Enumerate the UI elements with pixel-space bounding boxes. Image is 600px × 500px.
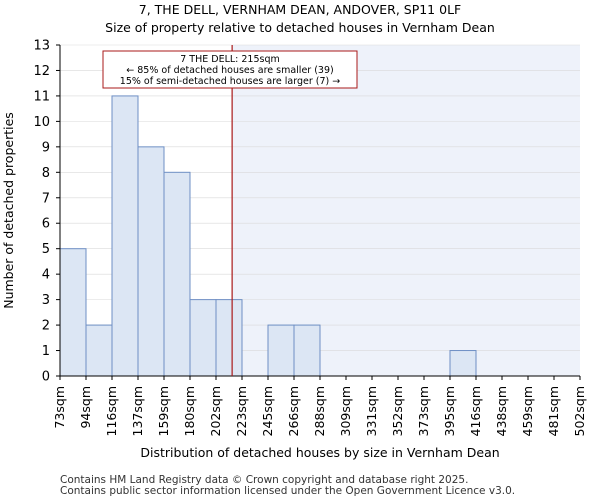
x-tick-label: 180sqm bbox=[182, 386, 197, 436]
annotation-box bbox=[102, 50, 358, 89]
bar-137sqm bbox=[137, 146, 165, 377]
x-tick-label: 94sqm bbox=[78, 386, 93, 429]
bar-395sqm bbox=[449, 350, 477, 377]
y-tick-label: 0 bbox=[42, 370, 50, 385]
annotation-smaller: ← 85% of detached houses are smaller (39… bbox=[126, 65, 333, 76]
x-tick-label: 116sqm bbox=[104, 386, 119, 436]
y-tick-label: 6 bbox=[42, 217, 50, 232]
x-tick-label: 73sqm bbox=[52, 386, 67, 429]
y-tick-label: 4 bbox=[42, 268, 50, 283]
y-tick-label: 7 bbox=[42, 191, 50, 206]
annotation-larger: 15% of semi-detached houses are larger (… bbox=[120, 76, 340, 87]
y-tick-label: 13 bbox=[33, 39, 50, 54]
y-tick-label: 9 bbox=[42, 140, 50, 155]
bar-202sqm bbox=[215, 299, 243, 377]
y-axis-title: Number of detached properties bbox=[1, 112, 16, 309]
x-tick-label: 459sqm bbox=[520, 386, 535, 436]
x-tick-label: 502sqm bbox=[572, 386, 587, 436]
x-tick-label: 159sqm bbox=[156, 386, 171, 436]
y-tick-label: 10 bbox=[33, 115, 50, 130]
x-axis-title: Distribution of detached houses by size … bbox=[140, 445, 499, 460]
y-tick-label: 3 bbox=[42, 293, 50, 308]
highlight-region bbox=[232, 45, 580, 376]
x-tick-label: 395sqm bbox=[442, 386, 457, 436]
annotation-title: 7 THE DELL: 215sqm bbox=[180, 54, 280, 65]
x-tick-label: 309sqm bbox=[338, 386, 353, 436]
y-tick-label: 12 bbox=[33, 64, 50, 79]
footer-copyright: Contains HM Land Registry data © Crown c… bbox=[60, 474, 469, 486]
x-tick-label: 352sqm bbox=[390, 386, 405, 436]
x-tick-label: 331sqm bbox=[364, 386, 379, 436]
y-tick-label: 8 bbox=[42, 166, 50, 181]
y-tick-label: 2 bbox=[42, 319, 50, 334]
x-tick-label: 416sqm bbox=[468, 386, 483, 436]
bar-180sqm bbox=[189, 299, 217, 377]
chart-subtitle: Size of property relative to detached ho… bbox=[105, 20, 495, 35]
bar-94sqm bbox=[85, 324, 113, 377]
chart-title: 7, THE DELL, VERNHAM DEAN, ANDOVER, SP11… bbox=[138, 2, 462, 17]
x-tick-label: 202sqm bbox=[208, 386, 223, 436]
x-tick-label: 137sqm bbox=[130, 386, 145, 436]
bar-266sqm bbox=[293, 324, 321, 377]
y-tick-label: 5 bbox=[42, 242, 50, 257]
y-tick-label: 1 bbox=[42, 344, 50, 359]
x-tick-label: 245sqm bbox=[260, 386, 275, 436]
x-tick-label: 481sqm bbox=[546, 386, 561, 436]
bar-245sqm bbox=[267, 324, 295, 377]
bar-116sqm bbox=[111, 95, 139, 377]
x-tick-label: 288sqm bbox=[312, 386, 327, 436]
x-tick-label: 373sqm bbox=[416, 386, 431, 436]
footer-licence: Contains public sector information licen… bbox=[60, 485, 516, 497]
bar-159sqm bbox=[163, 171, 191, 377]
bar-73sqm bbox=[59, 248, 87, 377]
x-tick-label: 223sqm bbox=[234, 386, 249, 436]
x-tick-label: 266sqm bbox=[286, 386, 301, 436]
y-tick-label: 11 bbox=[33, 89, 50, 104]
x-tick-label: 438sqm bbox=[494, 386, 509, 436]
